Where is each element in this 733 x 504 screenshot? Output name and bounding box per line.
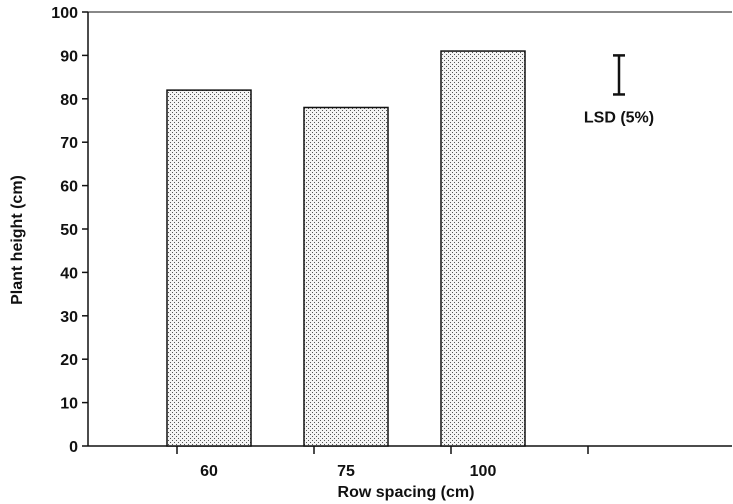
x-tick-label-100: 100 bbox=[470, 463, 497, 480]
y-tick-label: 50 bbox=[60, 222, 78, 239]
lsd-label: LSD (5%) bbox=[584, 109, 654, 126]
y-tick-label: 90 bbox=[60, 48, 78, 65]
y-tick-label: 30 bbox=[60, 309, 78, 326]
bar-75 bbox=[303, 106, 389, 447]
y-tick-label: 70 bbox=[60, 135, 78, 152]
bar-60 bbox=[166, 89, 252, 447]
y-tick-label: 0 bbox=[69, 439, 78, 456]
x-tick-label-60: 60 bbox=[200, 463, 218, 480]
y-axis-ticks: 0 10 20 30 40 50 60 70 80 90 100 bbox=[51, 5, 88, 456]
y-tick-label: 80 bbox=[60, 92, 78, 109]
y-tick-label: 40 bbox=[60, 265, 78, 282]
bars bbox=[166, 50, 526, 447]
y-tick-label: 100 bbox=[51, 5, 78, 22]
y-tick-label: 60 bbox=[60, 179, 78, 196]
y-tick-label: 10 bbox=[60, 396, 78, 413]
x-axis-title: Row spacing (cm) bbox=[338, 484, 475, 501]
x-axis-ticks: 60 75 100 bbox=[176, 446, 589, 480]
y-axis-title: Plant height (cm) bbox=[9, 175, 26, 305]
lsd-error-bar: LSD (5%) bbox=[584, 54, 654, 126]
y-tick-label: 20 bbox=[60, 352, 78, 369]
x-tick-label-75: 75 bbox=[337, 463, 355, 480]
bar-100 bbox=[440, 50, 526, 447]
